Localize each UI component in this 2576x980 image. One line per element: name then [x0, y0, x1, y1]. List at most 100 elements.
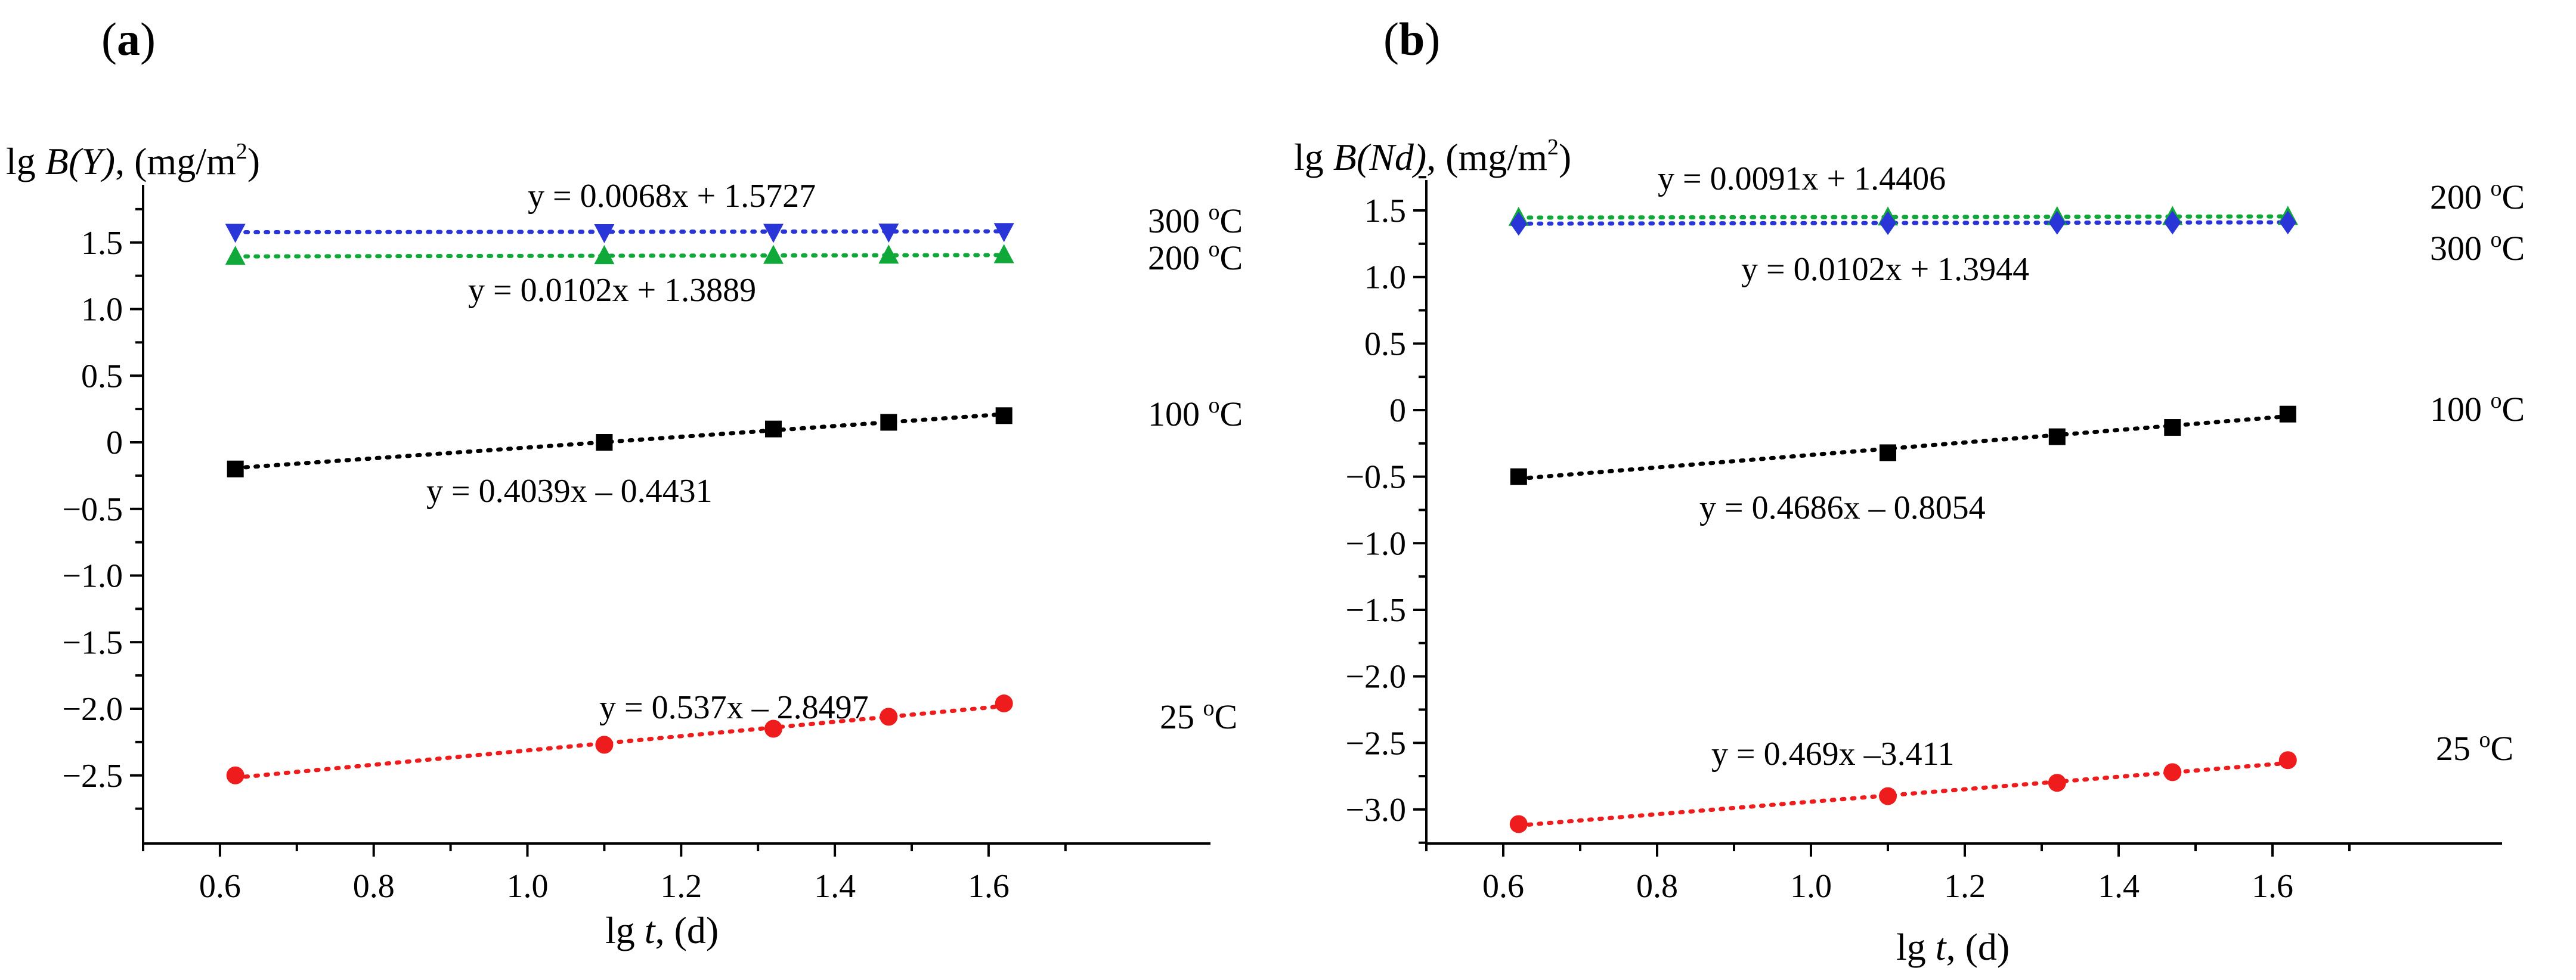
panel-b-y-tick-label: 0.5 — [1364, 325, 1406, 362]
panel-a-y-tick-label: −1.0 — [62, 558, 123, 595]
panel-a-data-point-300 — [594, 224, 615, 243]
panel-a-ylabel-close: ) — [247, 140, 260, 182]
panel-b-x-tick-label: 1.6 — [2252, 868, 2293, 905]
panel-a-x-tick-label: 1.2 — [660, 868, 702, 905]
panel-b-equation-200: y = 0.0091x + 1.4406 — [1658, 160, 1946, 197]
panel-a-data-point-200 — [594, 245, 615, 265]
panel-a-data-point-200 — [225, 246, 246, 265]
panel-a-x-tick-label: 0.6 — [199, 868, 241, 905]
panel-b-temp-300-unit: C — [2502, 229, 2525, 268]
panel-b-temp-label-200: 200 oC — [2430, 176, 2525, 216]
panel-a-data-point-300 — [993, 223, 1014, 243]
panel-a-y-tick-label: 0.5 — [81, 358, 123, 395]
panel-b-temp-100-value: 100 — [2430, 390, 2482, 429]
panel-a-fit-line-200 — [233, 253, 1007, 259]
panel-a-x-tick-label: 1.0 — [507, 868, 549, 905]
panel-a-temp-25-value: 25 — [1160, 697, 1194, 736]
panel-a-data-point-100 — [880, 414, 897, 431]
panel-a-data-point-100 — [995, 407, 1013, 424]
panel-a-data-point-25 — [764, 720, 782, 738]
panel-a-y-tick-label: −2.0 — [62, 691, 123, 728]
panel-a-y-axis-title: lg B(Y), (mg/m2) — [6, 139, 260, 182]
panel-b-data-point-25 — [1879, 787, 1897, 805]
panel-a-x-axis-title: lg t, (d) — [605, 909, 719, 951]
panel-a-temp-label-200: 200 oC — [1148, 237, 1243, 277]
panel-b-temp-label-25: 25 oC — [2436, 727, 2513, 768]
panel-b-ylabel-prefix: lg — [1294, 136, 1333, 178]
panel-a-x-ticks: 0.6 0.8 1.0 1.2 1.4 1.6 — [142, 843, 1067, 905]
panel-a-data-point-25 — [880, 708, 898, 726]
panel-a-xlabel-var: t — [645, 909, 657, 951]
panel-a-temp-200-value: 200 — [1148, 238, 1200, 277]
panel-b-y-axis-title: lg B(Nd), (mg/m2) — [1294, 135, 1571, 178]
panel-b-y-tick-label: −3.0 — [1345, 792, 1406, 829]
panel-a-temp-200-unit: C — [1220, 238, 1243, 277]
panel-b-x-tick-label: 0.6 — [1482, 868, 1524, 905]
panel-a-x-tick-label: 0.8 — [353, 868, 395, 905]
panel-b-y-tick-label: −1.0 — [1345, 525, 1406, 562]
panel-a-data-point-100 — [227, 460, 244, 477]
panel-b-data-point-100 — [2164, 419, 2181, 436]
panel-a-y-tick-label: 1.0 — [81, 291, 123, 328]
panel-b-x-tick-label: 1.4 — [2098, 868, 2140, 905]
panel-b-temp-25-value: 25 — [2436, 729, 2470, 768]
panel-b-data-point-100 — [1510, 468, 1527, 485]
panel-a-y-ticks: 1.5 1.0 0.5 0 −0.5 −1.0 −1.5 −2.0 −2.5 — [62, 207, 143, 810]
panel-b-y-tick-label: 1.5 — [1364, 193, 1406, 230]
panel-b-temp-200-unit: C — [2502, 178, 2525, 216]
panel-a-data-point-25 — [995, 694, 1013, 713]
panel-b-temp-25-unit: C — [2491, 729, 2514, 768]
panel-b-fit-line-300 — [1516, 220, 2290, 226]
panel-b-x-tick-label: 1.0 — [1790, 868, 1832, 905]
panel-b-data-point-100 — [2279, 405, 2296, 423]
panel-a-data-point-100 — [764, 420, 782, 438]
panel-a-equation-200: y = 0.0102x + 1.3889 — [468, 272, 756, 309]
panel-a-markers — [225, 223, 1014, 784]
panel-b-equation-100: y = 0.4686x – 0.8054 — [1699, 489, 1986, 526]
panel-b-y-ticks: 1.5 1.0 0.5 0 −0.5 −1.0 −1.5 −2.0 −2.5 −3.0 — [1345, 176, 1426, 844]
panel-a-data-point-25 — [226, 766, 244, 784]
panel-b-temp-100-unit: C — [2502, 390, 2525, 429]
panel-a-data-point-300 — [763, 224, 784, 243]
panel-a-fit-line-100 — [233, 412, 1007, 470]
panel-b-y-tick-label: −1.5 — [1345, 592, 1406, 629]
panel-a-data-point-25 — [595, 736, 614, 754]
panel-a-temp-300-unit: C — [1220, 201, 1243, 240]
panel-b-markers — [1508, 206, 2298, 833]
panel-a-data-point-100 — [596, 434, 613, 451]
panel-b-data-point-25 — [1509, 815, 1528, 833]
panel-b-xlabel-var: t — [1936, 926, 1948, 968]
panel-a-y-tick-label: 0 — [106, 424, 123, 461]
panel-b-ylabel-var: B(Nd) — [1333, 136, 1426, 178]
panel-b-data-point-300 — [2279, 210, 2296, 235]
panel-a-x-tick-label: 1.4 — [814, 868, 856, 905]
panel-a-y-tick-label: −0.5 — [62, 491, 123, 528]
panel-b-data-point-300 — [1880, 211, 1896, 235]
panel-b-ylabel-unit: , (mg/m — [1426, 136, 1547, 178]
panel-a-fit-line-25 — [233, 703, 1007, 780]
panel-b-data-point-300 — [2048, 210, 2066, 235]
panel-b-equation-300: y = 0.0102x + 1.3944 — [1741, 251, 2029, 288]
panel-a-data-point-200 — [763, 244, 784, 264]
panel-b-letter: b — [1399, 13, 1425, 65]
panel-a-xlabel-unit: , (d) — [655, 909, 719, 951]
panel-b-y-tick-label: 1.0 — [1364, 259, 1406, 296]
panel-a-xlabel-prefix: lg — [605, 909, 645, 951]
panel-a-equation-100: y = 0.4039x – 0.4431 — [426, 473, 713, 510]
panel-a-data-point-200 — [993, 244, 1014, 263]
panel-a-temp-label-300: 300 oC — [1148, 200, 1243, 240]
panel-a-data-point-300 — [878, 224, 899, 243]
panel-b-temp-300-value: 300 — [2430, 229, 2482, 268]
panel-a-equation-300: y = 0.0068x + 1.5727 — [528, 178, 816, 215]
panel-b-fit-line-200 — [1516, 214, 2290, 220]
panel-b-data-point-25 — [2048, 774, 2066, 792]
panel-b-x-tick-label: 0.8 — [1636, 868, 1678, 905]
panel-b-x-tick-label: 1.2 — [1944, 868, 1986, 905]
panel-b-xlabel-prefix: lg — [1896, 926, 1936, 968]
panel-a-x-tick-label: 1.6 — [968, 868, 1010, 905]
panel-a-temp-label-100: 100 oC — [1148, 393, 1243, 433]
panel-a-temp-25-unit: C — [1215, 697, 1238, 736]
panel-b-ylabel-sup: 2 — [1547, 135, 1559, 160]
panel-b-data-point-100 — [1880, 444, 1896, 461]
panel-b-temp-200-value: 200 — [2430, 178, 2482, 216]
